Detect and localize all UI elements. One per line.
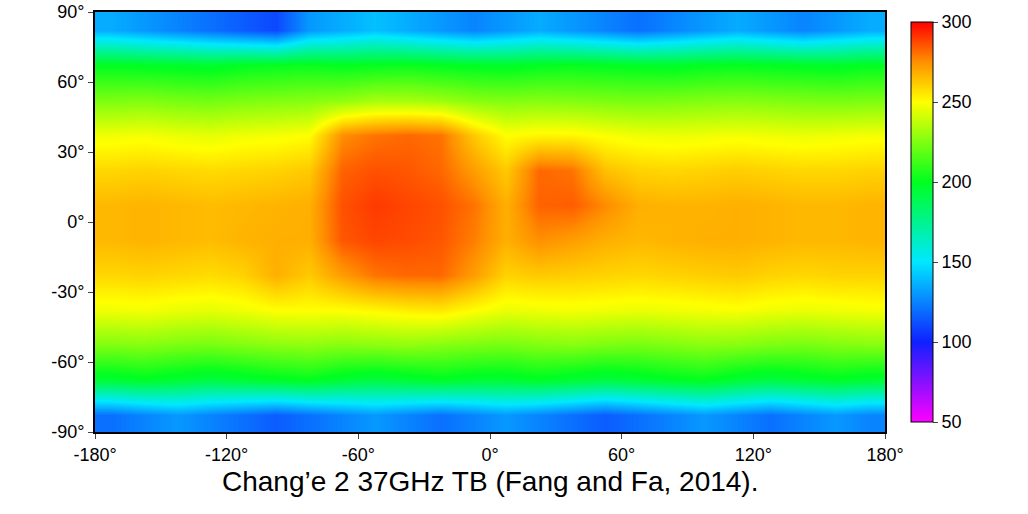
svg-text:200: 200 [942, 172, 972, 192]
svg-text:30°: 30° [57, 142, 84, 162]
svg-text:-180°: -180° [73, 445, 116, 465]
svg-text:0°: 0° [481, 445, 498, 465]
svg-text:300: 300 [942, 12, 972, 32]
svg-text:100: 100 [942, 332, 972, 352]
svg-text:-60°: -60° [51, 352, 84, 372]
svg-text:0°: 0° [67, 212, 84, 232]
svg-text:90°: 90° [57, 2, 84, 22]
svg-text:120°: 120° [735, 445, 772, 465]
svg-text:60°: 60° [608, 445, 635, 465]
svg-text:60°: 60° [57, 72, 84, 92]
svg-text:-30°: -30° [51, 282, 84, 302]
svg-text:150: 150 [942, 252, 972, 272]
svg-text:-120°: -120° [205, 445, 248, 465]
svg-text:-90°: -90° [51, 422, 84, 442]
svg-text:250: 250 [942, 92, 972, 112]
svg-text:180°: 180° [866, 445, 903, 465]
svg-text:-60°: -60° [342, 445, 375, 465]
svg-text:50: 50 [942, 412, 962, 432]
svg-text:Chang’e 2 37GHz TB (Fang and F: Chang’e 2 37GHz TB (Fang and Fa, 2014). [222, 466, 758, 497]
